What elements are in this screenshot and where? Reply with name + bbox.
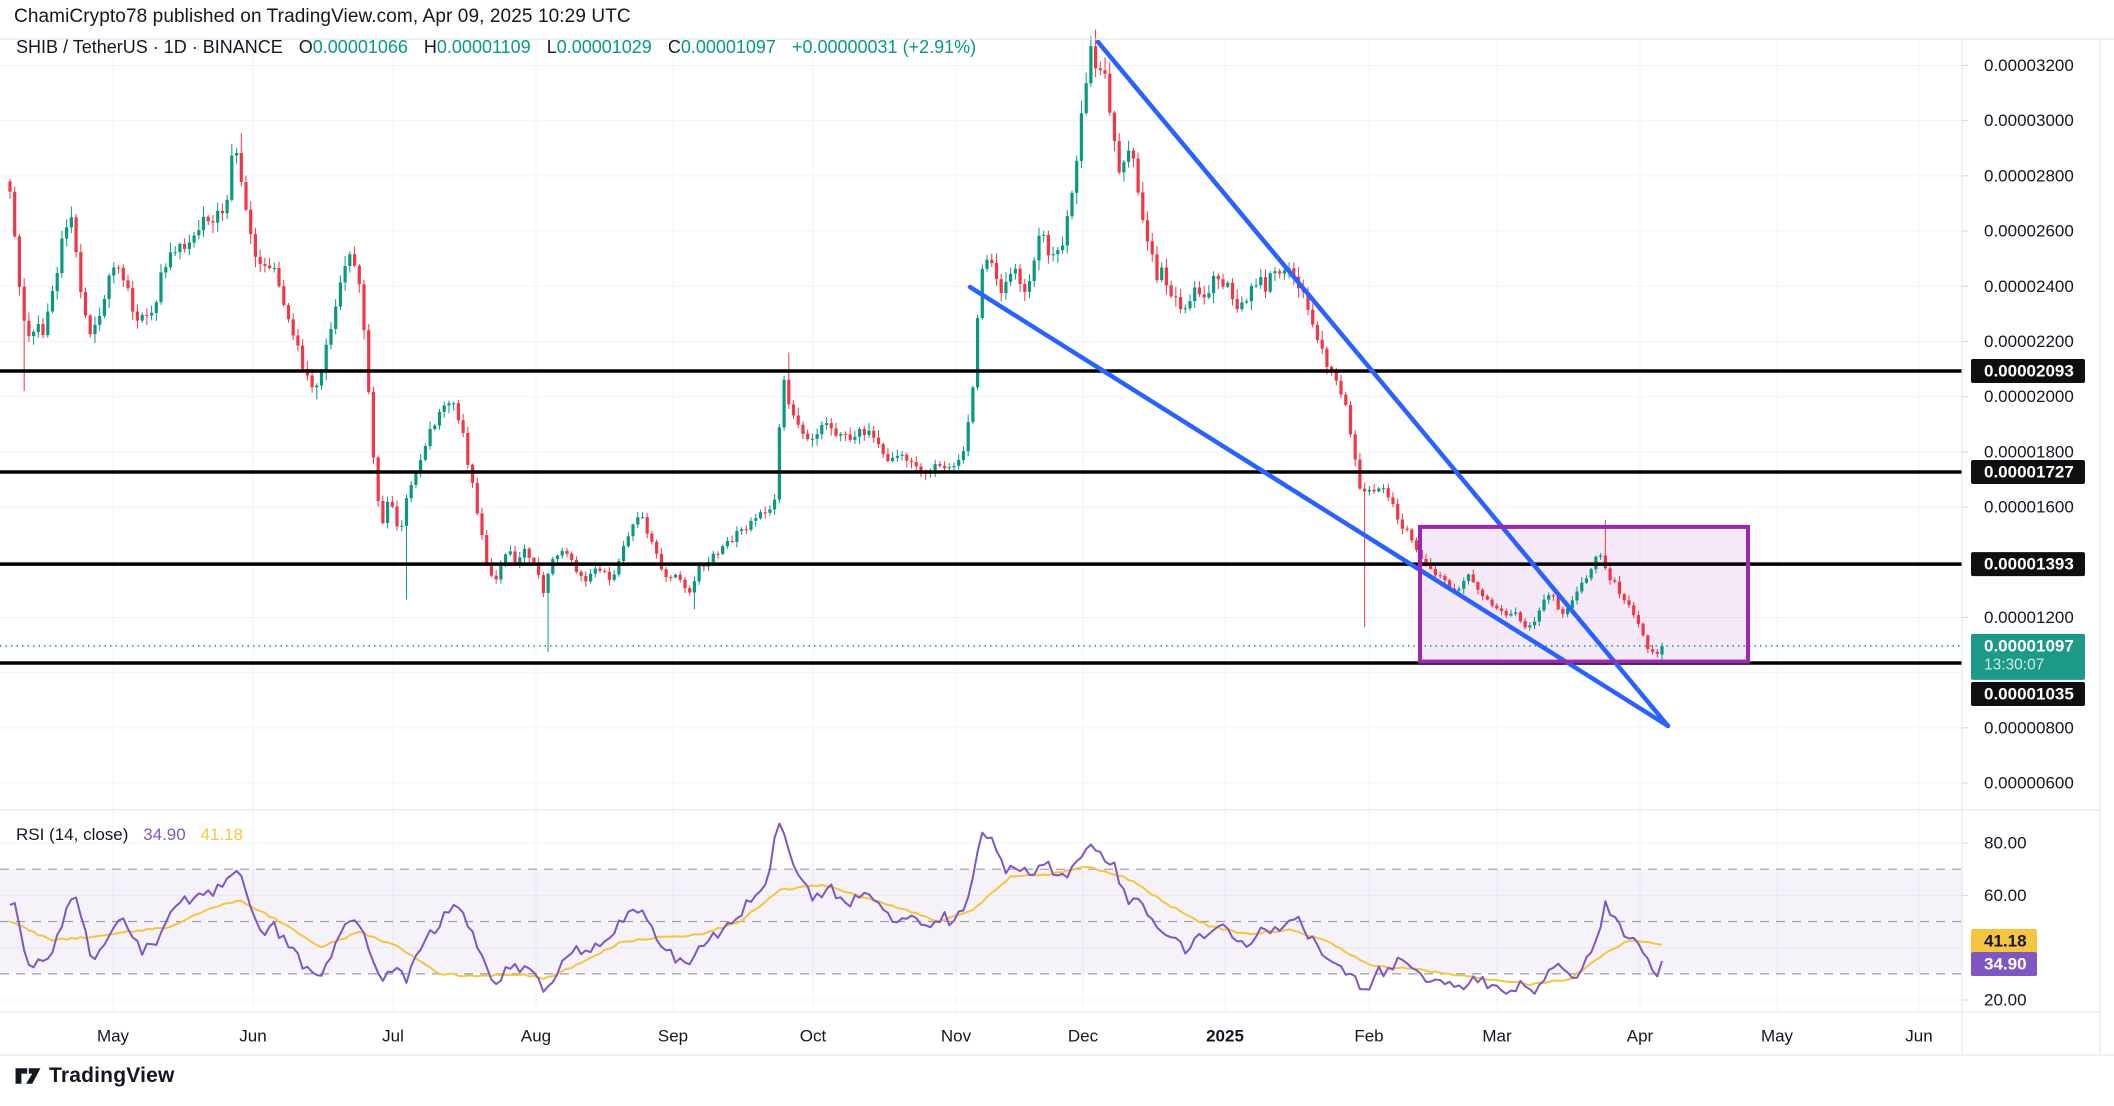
consolidation-box[interactable] bbox=[1418, 524, 1750, 664]
price-axis-label: 0.00002000 bbox=[1984, 387, 2074, 406]
consolidation-box-fill[interactable] bbox=[1420, 526, 1748, 662]
rsi-axis-label: 20.00 bbox=[1984, 991, 2027, 1010]
time-axis-label: Apr bbox=[1627, 1027, 1654, 1046]
price-axis-label: 0.00001200 bbox=[1984, 608, 2074, 627]
rsi-title: RSI (14, close) bbox=[16, 825, 129, 844]
ohlc-open: O0.00001066 bbox=[298, 37, 408, 57]
time-axis-label: Aug bbox=[521, 1027, 551, 1046]
price-axis-label: 0.00002600 bbox=[1984, 222, 2074, 241]
price-axis-label: 0.00000800 bbox=[1984, 718, 2074, 737]
rsi-value-badge bbox=[1971, 952, 2037, 976]
time-axis-label: Jul bbox=[382, 1027, 404, 1046]
rsi-axis-label: 80.00 bbox=[1984, 834, 2027, 853]
current-price-badge bbox=[1971, 633, 2085, 680]
rsi-line bbox=[9, 822, 1663, 995]
price-axis-label: 0.00002200 bbox=[1984, 332, 2074, 351]
price-axis-label: 0.00002800 bbox=[1984, 166, 2074, 185]
svg-text:0.00001035: 0.00001035 bbox=[1984, 685, 2074, 704]
svg-text:0.00002093: 0.00002093 bbox=[1984, 361, 2074, 380]
trendline-wedge-lower[interactable] bbox=[967, 284, 1671, 729]
rsi-value: 34.90 bbox=[143, 825, 186, 844]
price-level-badge bbox=[1971, 460, 2085, 484]
time-axis-label: Sep bbox=[658, 1027, 688, 1046]
current-price-value: 0.00001097 bbox=[1984, 636, 2074, 655]
time-axis-label: Feb bbox=[1354, 1027, 1383, 1046]
time-axis-label: May bbox=[97, 1027, 130, 1046]
price-level-badge bbox=[1971, 552, 2085, 577]
price-axis-label: 0.00001800 bbox=[1984, 442, 2074, 461]
time-axis-label: Jun bbox=[1905, 1027, 1932, 1046]
price-axis-label: 0.00003000 bbox=[1984, 111, 2074, 130]
ohlc-high: H0.00001109 bbox=[423, 37, 531, 57]
footer: TradingView bbox=[14, 1064, 175, 1088]
gridlines bbox=[0, 39, 1962, 1012]
rsi-axis-label: 60.00 bbox=[1984, 886, 2027, 905]
time-axis[interactable]: May Jun Jul Aug Sep Oct Nov Dec 2025 Feb Mar Apr May… bbox=[97, 1027, 1933, 1046]
rsi-legend[interactable]: RSI (14, close) 34.90 41.18 bbox=[16, 825, 243, 845]
symbol-title: SHIB / TetherUS · 1D · BINANCE bbox=[16, 37, 283, 57]
svg-text:0.00001393: 0.00001393 bbox=[1984, 555, 2074, 574]
brand-name: TradingView bbox=[49, 1064, 175, 1087]
tradingview-logo-icon bbox=[15, 1068, 41, 1084]
time-axis-label: May bbox=[1761, 1027, 1794, 1046]
ohlc-close: C0.00001097 bbox=[667, 37, 776, 57]
symbol-legend[interactable]: SHIB / TetherUS · 1D · BINANCE O0.000010… bbox=[16, 37, 976, 58]
time-axis-label: Dec bbox=[1068, 1027, 1099, 1046]
svg-text:34.90: 34.90 bbox=[1984, 955, 2027, 974]
rsi-ma-line bbox=[9, 866, 1663, 987]
price-level-badge bbox=[1971, 358, 2085, 383]
time-axis-label: Oct bbox=[800, 1027, 827, 1046]
svg-text:0.00001727: 0.00001727 bbox=[1984, 463, 2074, 482]
rsi-value-badge bbox=[1971, 929, 2037, 953]
time-axis-label: Mar bbox=[1482, 1027, 1512, 1046]
ohlc-low: L0.00001029 bbox=[546, 37, 652, 57]
published-line: ChamiCrypto78 published on TradingView.c… bbox=[14, 6, 631, 27]
price-axis-label: 0.00002400 bbox=[1984, 277, 2074, 296]
price-axis-label: 0.00001600 bbox=[1984, 498, 2074, 517]
bar-countdown: 13:30:07 bbox=[1984, 656, 2044, 673]
change-value: +0.00000031 (+2.91%) bbox=[791, 37, 977, 57]
price-axis-label: 0.00003200 bbox=[1984, 56, 2074, 75]
svg-text:41.18: 41.18 bbox=[1984, 932, 2027, 951]
time-axis-label: Jun bbox=[239, 1027, 266, 1046]
price-axis[interactable]: 0.00003200 0.00003000 0.00002800 0.00002600… bbox=[1962, 56, 2085, 1010]
time-axis-label: 2025 bbox=[1206, 1027, 1244, 1046]
price-level-badge bbox=[1971, 682, 2085, 706]
rsi-ma-value: 41.18 bbox=[200, 825, 243, 844]
price-axis-label: 0.00000600 bbox=[1984, 774, 2074, 793]
trendline-wedge-upper[interactable] bbox=[1095, 39, 1671, 729]
time-axis-label: Nov bbox=[941, 1027, 972, 1046]
